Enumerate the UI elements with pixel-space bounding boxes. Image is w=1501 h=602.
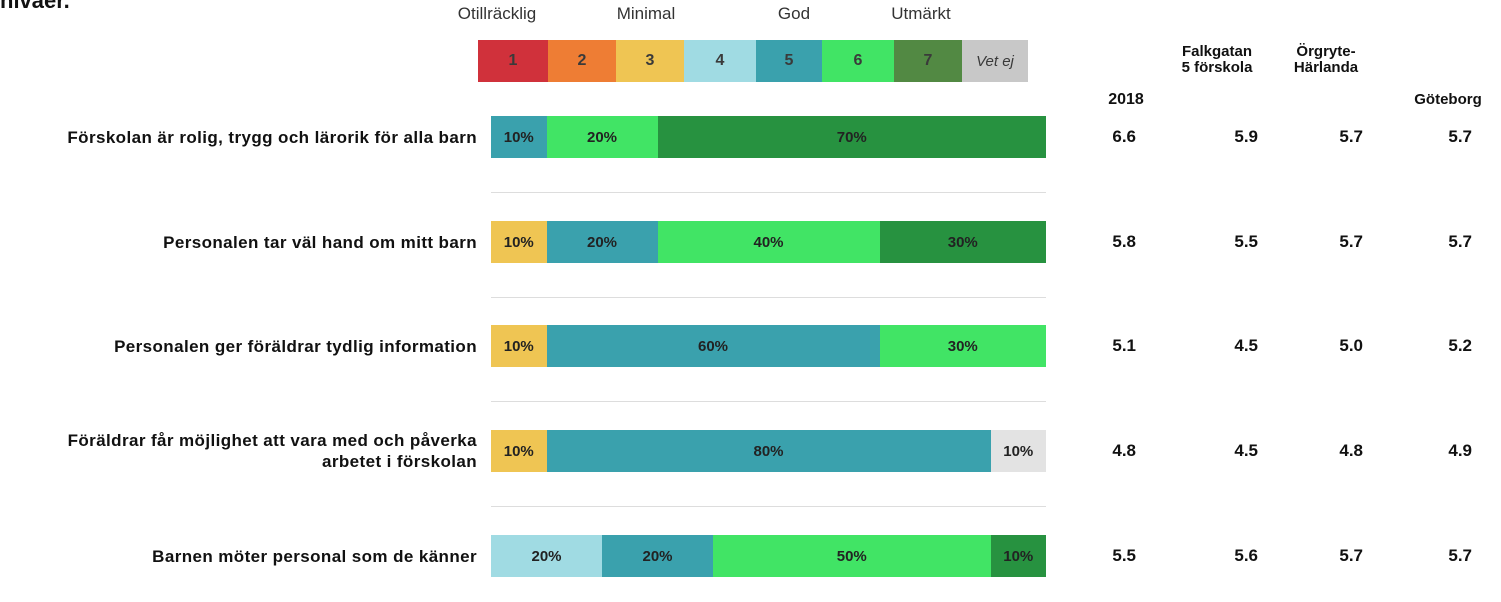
value-cell: 4.5 — [1234, 441, 1258, 460]
value-cell: 4.8 — [1339, 441, 1363, 460]
column-header-goteborg: Göteborg — [1414, 91, 1482, 108]
row-label: Personalen tar väl hand om mitt barn — [163, 232, 477, 252]
bar-segment-3: 10% — [491, 221, 547, 263]
value-cell: 5.5 — [1234, 232, 1258, 251]
value-cell: 5.7 — [1339, 127, 1363, 146]
bar-segment-5: 60% — [546, 325, 880, 367]
scale-label-minimal: Minimal — [616, 4, 676, 23]
scale-label-god: God — [777, 4, 811, 23]
bar-segment-3: 10% — [491, 430, 547, 472]
value-cell: 5.2 — [1448, 336, 1472, 355]
bar-segment-5: 20% — [602, 535, 713, 577]
row-label: Förskolan är rolig, trygg och lärorik fö… — [67, 127, 477, 147]
title-fragment: nivåer. — [0, 0, 70, 13]
bar-segment-5: 20% — [546, 221, 658, 263]
legend-item-5: 5 — [756, 40, 822, 82]
legend-item-3: 3 — [616, 40, 684, 82]
value-cell: 4.9 — [1448, 441, 1472, 460]
stacked-bar: 10% 20% 70% — [491, 116, 1046, 158]
value-cell: 5.7 — [1448, 546, 1472, 565]
legend-item-1: 1 — [478, 40, 548, 82]
row-separator — [491, 506, 1046, 507]
row-label: Personalen ger föräldrar tydlig informat… — [114, 336, 477, 356]
scale-label-utmarkt: Utmärkt — [891, 4, 951, 23]
value-cell: 4.5 — [1234, 336, 1258, 355]
value-cell: 5.7 — [1448, 127, 1472, 146]
value-cell: 5.5 — [1112, 546, 1136, 565]
row-separator — [491, 401, 1046, 402]
stacked-bar: 10% 80% 10% — [491, 430, 1046, 472]
scale-label-otillracklig: Otillräcklig — [457, 4, 537, 23]
value-cell: 5.7 — [1339, 232, 1363, 251]
bar-segment-5: 80% — [546, 430, 991, 472]
value-cell: 5.8 — [1112, 232, 1136, 251]
stacked-bar: 10% 60% 30% — [491, 325, 1046, 367]
column-header-2018: 2018 — [1108, 91, 1144, 108]
bar-segment-7: 10% — [990, 535, 1046, 577]
column-header-falkgatan: Falkgatan 5 förskola — [1181, 43, 1253, 76]
stacked-bar: 20% 20% 50% 10% — [491, 535, 1046, 577]
bar-segment-7: 70% — [657, 116, 1046, 158]
bar-segment-6: 30% — [879, 325, 1046, 367]
bar-segment-6: 50% — [713, 535, 991, 577]
bar-segment-4: 20% — [491, 535, 602, 577]
value-cell: 5.1 — [1112, 336, 1136, 355]
legend-item-6: 6 — [822, 40, 894, 82]
bar-segment-6: 20% — [546, 116, 658, 158]
row-separator — [491, 192, 1046, 193]
value-cell: 4.8 — [1112, 441, 1136, 460]
value-cell: 5.7 — [1448, 232, 1472, 251]
bar-segment-7: 30% — [879, 221, 1046, 263]
bar-segment-vet-ej: 10% — [990, 430, 1046, 472]
legend-item-7: 7 — [894, 40, 962, 82]
legend-item-vet-ej: Vet ej — [962, 40, 1028, 82]
legend-item-4: 4 — [684, 40, 756, 82]
bar-segment-3: 10% — [491, 325, 547, 367]
value-cell: 5.0 — [1339, 336, 1363, 355]
value-cell: 6.6 — [1112, 127, 1136, 146]
legend-item-2: 2 — [548, 40, 616, 82]
row-separator — [491, 297, 1046, 298]
stacked-bar: 10% 20% 40% 30% — [491, 221, 1046, 263]
bar-segment-5: 10% — [491, 116, 547, 158]
value-cell: 5.6 — [1234, 546, 1258, 565]
value-cell: 5.9 — [1234, 127, 1258, 146]
column-header-orgryte-harlanda: Örgryte- Härlanda — [1293, 43, 1359, 76]
bar-segment-6: 40% — [657, 221, 880, 263]
row-label: Barnen möter personal som de känner — [152, 546, 477, 566]
value-cell: 5.7 — [1339, 546, 1363, 565]
row-label: Föräldrar får möjlighet att vara med och… — [67, 431, 477, 471]
legend: 1 2 3 4 5 6 7 Vet ej — [478, 40, 1028, 82]
